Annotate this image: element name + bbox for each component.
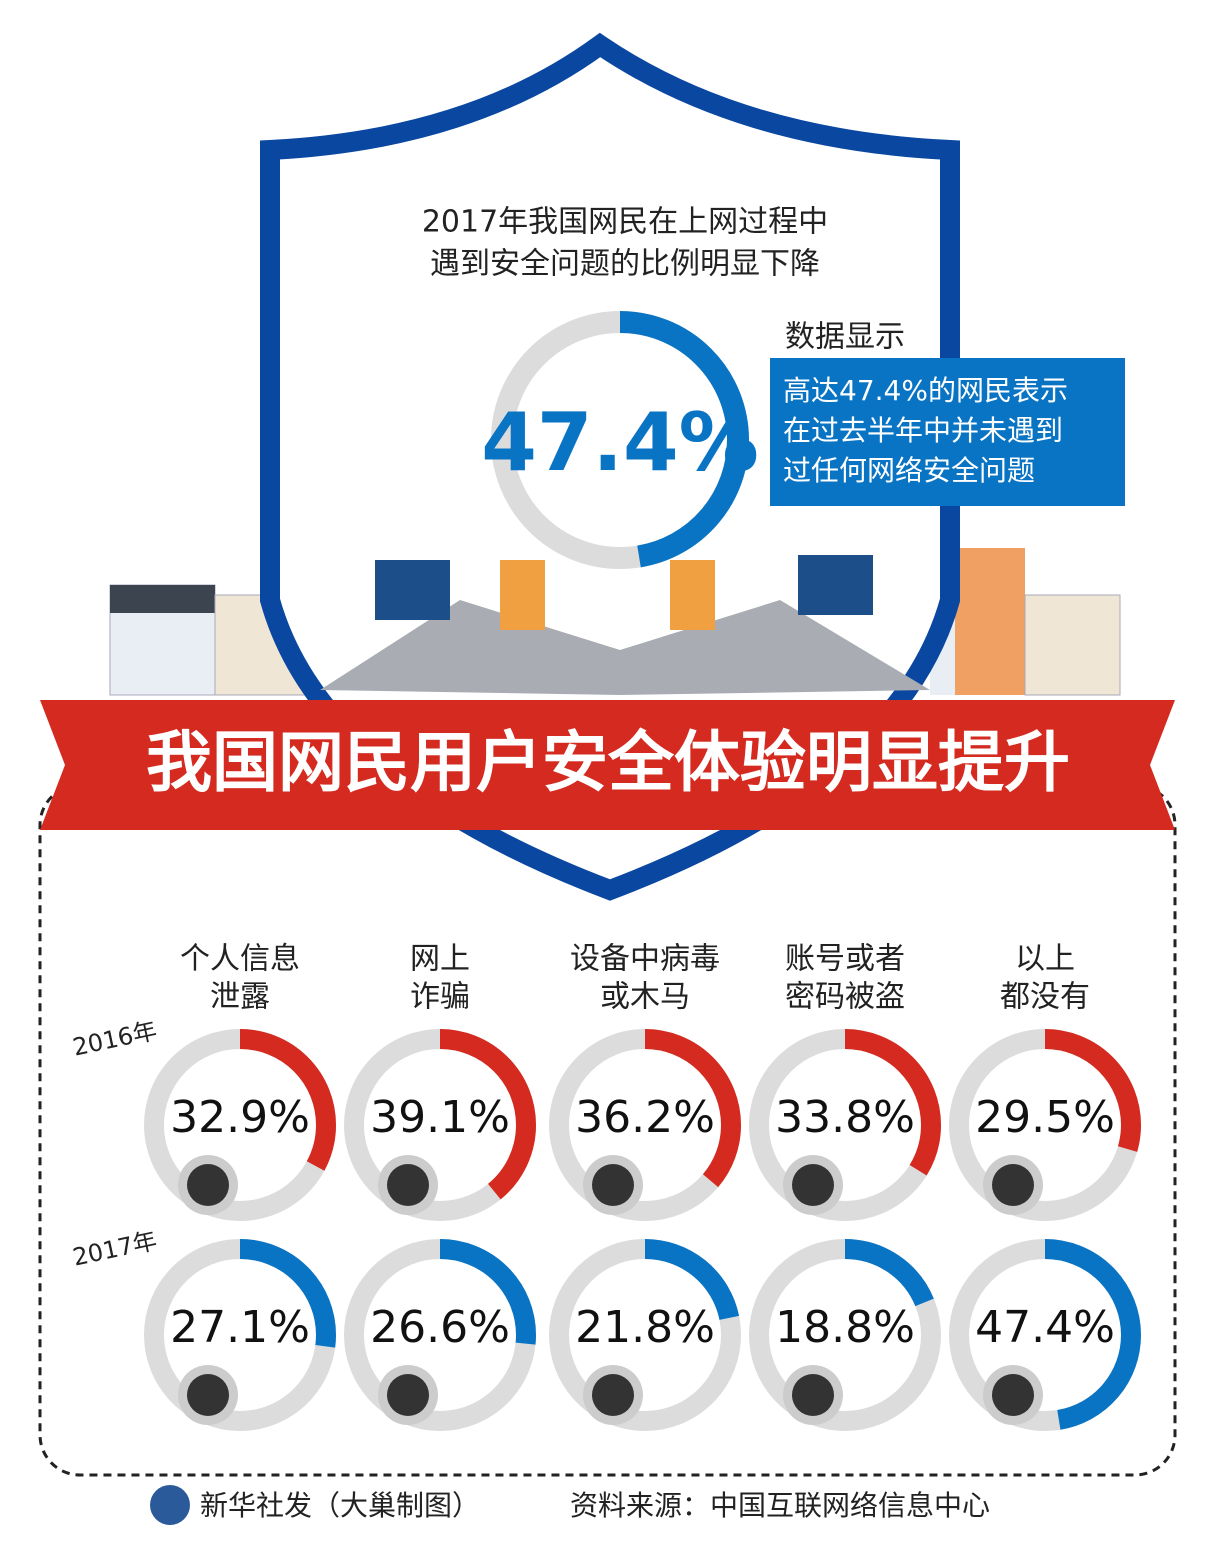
category-label: 账号或者	[785, 942, 905, 977]
category-label: 个人信息	[180, 942, 300, 977]
gauge-label: 47.4%	[975, 1302, 1115, 1353]
cat-icon	[387, 1374, 429, 1416]
cat-icon	[187, 1164, 229, 1206]
series-label: 2017年	[70, 1226, 159, 1271]
gauge-arc	[144, 1239, 336, 1431]
logo	[150, 1485, 190, 1525]
banner	[40, 700, 1175, 830]
gauge-label: 39.1%	[370, 1092, 510, 1143]
gauge-arc	[949, 1029, 1141, 1221]
gauge-arc	[949, 1239, 1141, 1431]
source: 资料来源：中国互联网络信息中心	[570, 1489, 990, 1522]
gauge-label: 21.8%	[575, 1302, 715, 1353]
gauge-arc	[549, 1029, 741, 1221]
note-title: 数据显示	[785, 320, 905, 355]
subtitle-line: 2017年我国网民在上网过程中	[422, 205, 828, 240]
subtitle-line: 遇到安全问题的比例明显下降	[430, 247, 820, 282]
note-box	[770, 358, 1125, 506]
note-line: 过任何网络安全问题	[783, 454, 1035, 487]
dashed-frame	[38, 783, 1177, 1477]
gauge-arc	[344, 1239, 536, 1431]
note-line: 在过去半年中并未遇到	[783, 414, 1063, 447]
category-label: 密码被盗	[785, 980, 905, 1015]
gauge-label: 29.5%	[975, 1092, 1115, 1143]
gauge-arc	[549, 1239, 741, 1431]
gauge-label: 18.8%	[775, 1302, 915, 1353]
cat-icon	[992, 1374, 1034, 1416]
category-label: 以上	[1015, 942, 1075, 977]
category-label: 网上	[410, 942, 470, 977]
cat-icon	[792, 1374, 834, 1416]
gauge-label: 33.8%	[775, 1092, 915, 1143]
gauge-label: 47.4%	[481, 396, 759, 489]
gauge-label: 26.6%	[370, 1302, 510, 1353]
cat-icon	[792, 1164, 834, 1206]
gauge-arc	[749, 1239, 941, 1431]
gauge-arc	[749, 1029, 941, 1221]
cat-icon	[187, 1374, 229, 1416]
note-line: 高达47.4%的网民表示	[783, 374, 1068, 407]
category-label: 或木马	[600, 980, 690, 1015]
credit: 新华社发（大巢制图）	[200, 1489, 480, 1522]
cat-icon	[592, 1374, 634, 1416]
series-label: 2016年	[70, 1016, 159, 1061]
gauge-arc	[491, 311, 749, 569]
office-scene	[320, 555, 930, 695]
category-label: 设备中病毒	[570, 942, 720, 977]
cat-icon	[387, 1164, 429, 1206]
category-label: 诈骗	[410, 980, 470, 1015]
banner-title: 我国网民用户安全体验明显提升	[146, 724, 1070, 801]
gauge-label: 32.9%	[170, 1092, 310, 1143]
gauge-label: 27.1%	[170, 1302, 310, 1353]
category-label: 都没有	[1000, 980, 1090, 1015]
gauge-arc	[144, 1029, 336, 1221]
gauge-label: 36.2%	[575, 1092, 715, 1143]
category-label: 泄露	[210, 980, 270, 1015]
gauge-arc	[344, 1029, 536, 1221]
cat-icon	[992, 1164, 1034, 1206]
cat-icon	[592, 1164, 634, 1206]
